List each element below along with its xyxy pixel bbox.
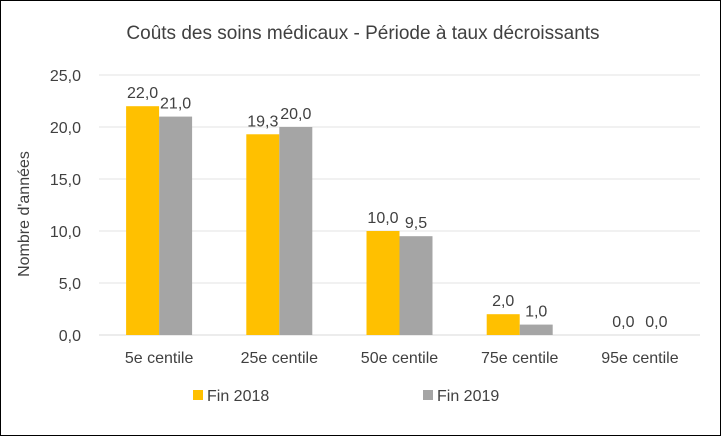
- legend-swatch: [193, 390, 203, 400]
- y-tick-label: 10,0: [50, 224, 81, 241]
- bars: [126, 106, 553, 335]
- bar: [246, 134, 280, 335]
- legend: Fin 2018 Fin 2019: [193, 388, 499, 405]
- x-category-label: 5e centile: [125, 350, 194, 367]
- bar: [399, 236, 433, 335]
- data-label: 2,0: [492, 293, 514, 310]
- x-category-label: 50e centile: [361, 350, 438, 367]
- y-tick-label: 25,0: [50, 68, 81, 85]
- x-axis-categories: 5e centile 25e centile 50e centile 75e cent…: [125, 350, 679, 367]
- data-label: 19,3: [247, 113, 278, 130]
- legend-label: Fin 2018: [207, 388, 269, 405]
- data-label: 0,0: [645, 314, 667, 331]
- bar: [159, 116, 193, 335]
- chart-title: Coûts des soins médicaux - Période à tau…: [126, 23, 599, 44]
- bar: [279, 127, 313, 335]
- bar: [519, 324, 553, 335]
- y-tick-label: 5,0: [59, 276, 81, 293]
- x-category-label: 25e centile: [241, 350, 318, 367]
- y-tick-label: 20,0: [50, 120, 81, 137]
- data-label: 22,0: [127, 85, 158, 102]
- legend-label: Fin 2019: [437, 388, 499, 405]
- y-axis-ticks: 0,0 5,0 10,0 15,0 20,0 25,0: [50, 68, 81, 345]
- data-label: 21,0: [160, 96, 191, 113]
- y-axis-label: Nombre d'années: [16, 151, 33, 277]
- data-label: 20,0: [280, 106, 311, 123]
- y-tick-label: 15,0: [50, 172, 81, 189]
- data-label: 0,0: [612, 314, 634, 331]
- x-category-label: 75e centile: [481, 350, 558, 367]
- legend-item: Fin 2019: [423, 388, 499, 405]
- data-label: 1,0: [525, 304, 547, 321]
- data-labels: 22,021,0 19,3 20,0 10,0 9,5 2,0 1,0 0,0 0,0: [127, 85, 668, 331]
- x-category-label: 95e centile: [601, 350, 678, 367]
- bar: [486, 314, 520, 335]
- legend-swatch: [423, 390, 433, 400]
- y-tick-label: 0,0: [59, 328, 81, 345]
- bar: [366, 231, 400, 335]
- data-label: 9,5: [405, 215, 427, 232]
- data-label: 10,0: [367, 210, 398, 227]
- bar: [126, 106, 160, 335]
- legend-item: Fin 2018: [193, 388, 269, 405]
